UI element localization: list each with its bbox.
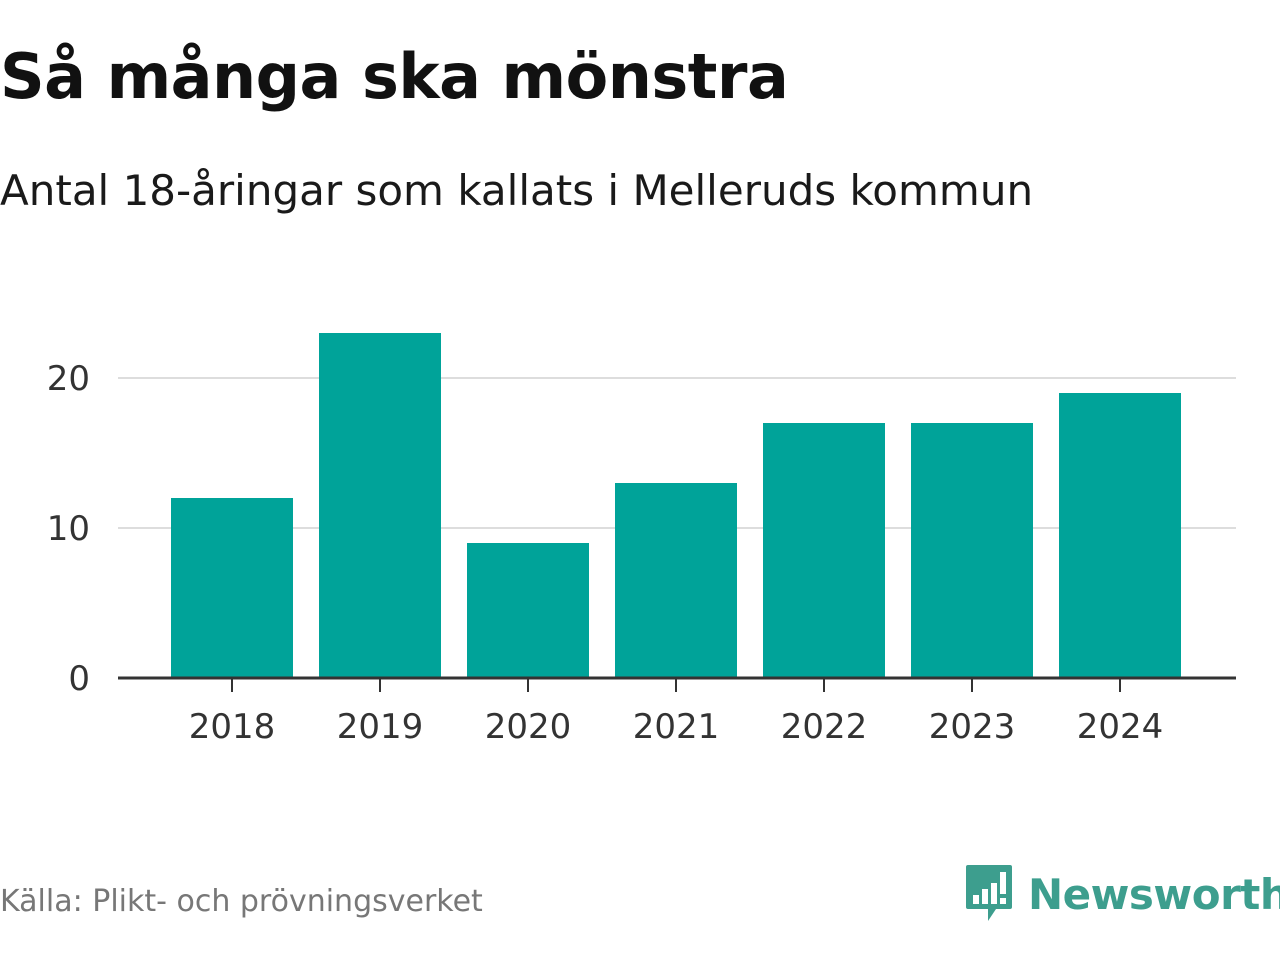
x-tick-label: 2021 bbox=[633, 707, 720, 747]
chart-title: Så många ska mönstra bbox=[0, 40, 789, 113]
y-tick-label: 0 bbox=[68, 659, 90, 699]
source-note: Källa: Plikt- och prövningsverket bbox=[0, 884, 483, 919]
bar-2019 bbox=[319, 333, 441, 678]
x-tick-label: 2019 bbox=[337, 707, 424, 747]
x-tick-label: 2024 bbox=[1077, 707, 1164, 747]
bar-2021 bbox=[615, 483, 737, 678]
x-tick-label: 2018 bbox=[189, 707, 276, 747]
brand-name: Newsworthy bbox=[1028, 869, 1280, 919]
x-tick-label: 2023 bbox=[929, 707, 1016, 747]
y-tick-label: 20 bbox=[47, 359, 90, 399]
x-tick-label: 2020 bbox=[485, 707, 572, 747]
bar-2022 bbox=[763, 423, 885, 678]
bar-2020 bbox=[467, 543, 589, 678]
x-tick-label: 2022 bbox=[781, 707, 868, 747]
chart-subtitle: Antal 18-åringar som kallats i Melleruds… bbox=[0, 166, 1034, 215]
newsworthy-logo-icon bbox=[966, 865, 1012, 921]
bar-chart: 0 10 20 2018 2019 2020 2021 2022 2023 2024 bbox=[47, 333, 1236, 747]
brand-logo: Newsworthy bbox=[964, 862, 1280, 926]
y-tick-label: 10 bbox=[47, 509, 90, 549]
bar-2023 bbox=[911, 423, 1033, 678]
bar-2024 bbox=[1059, 393, 1181, 678]
bar-2018 bbox=[171, 498, 293, 678]
